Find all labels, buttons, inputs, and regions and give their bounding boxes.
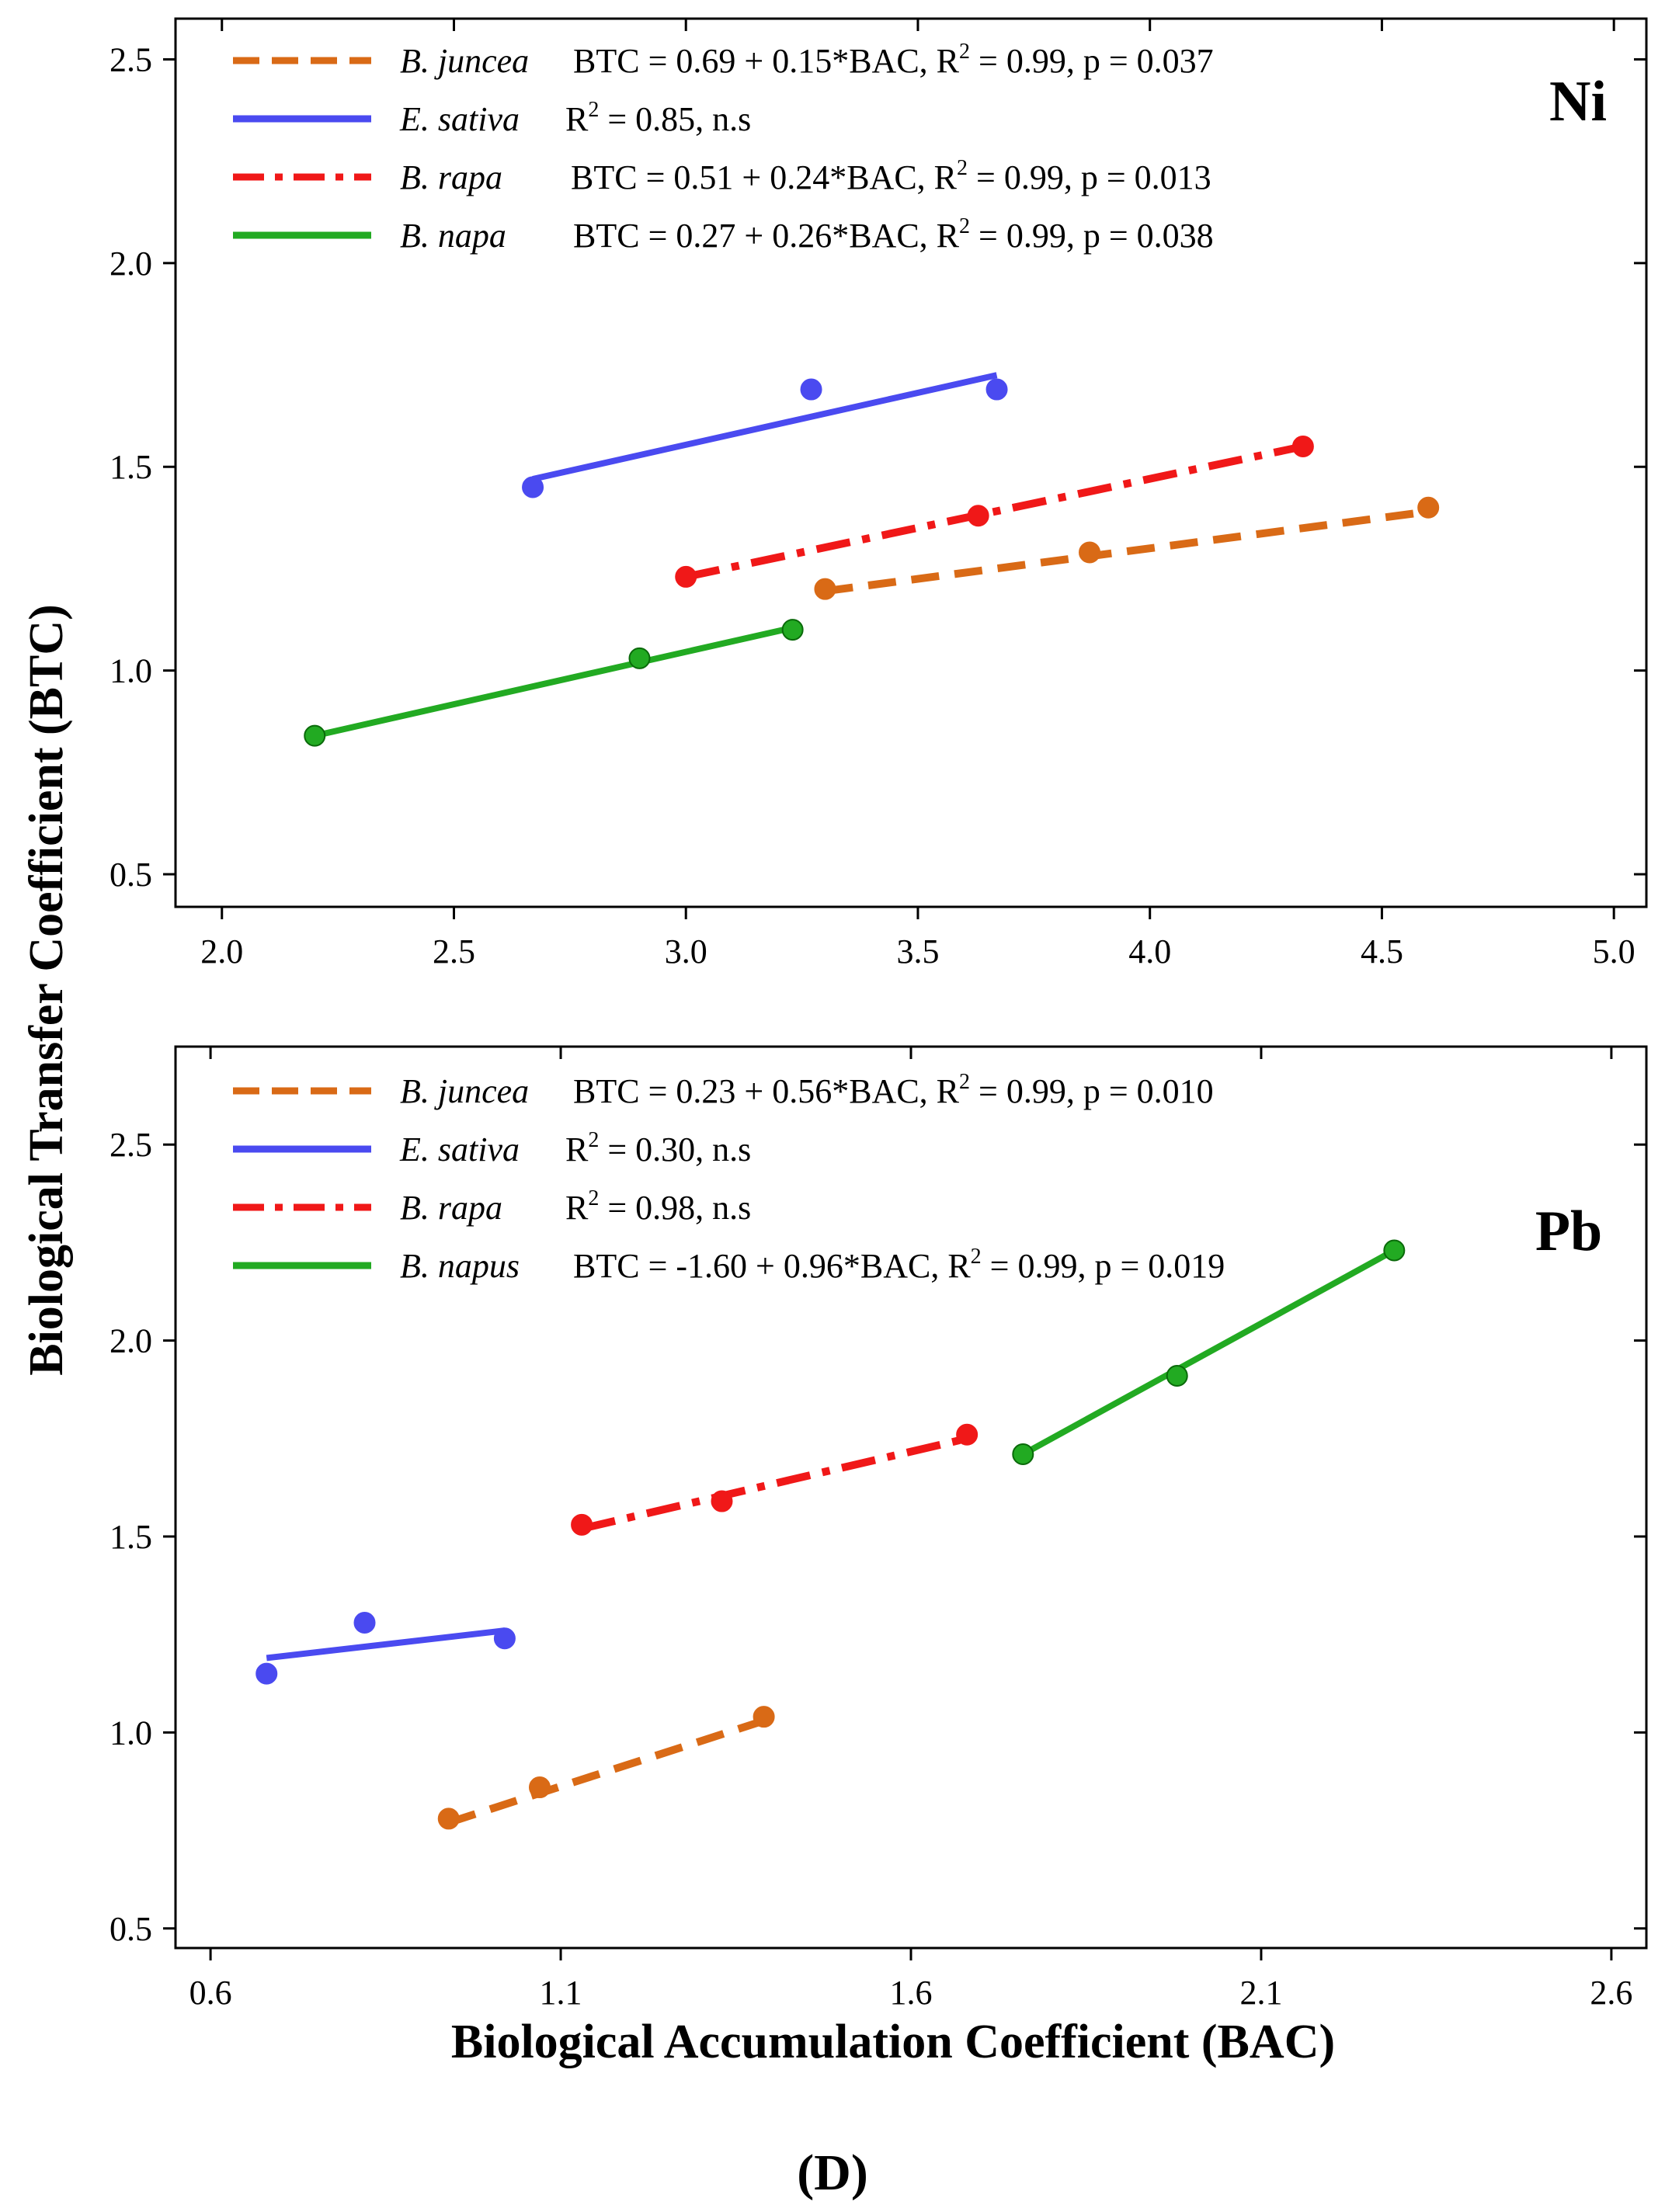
x-axis-title: Biological Accumulation Coefficient (BAC… (451, 2016, 1335, 2068)
legend-equation-napus: BTC = -1.60 + 0.96*BAC, R2 = 0.99, p = 0… (573, 1245, 1225, 1285)
point-rapa (571, 1513, 593, 1536)
point-sativa (800, 378, 822, 401)
point-juncea (753, 1706, 775, 1728)
fit-line-sativa (532, 372, 998, 482)
y-tick-label: 1.0 (109, 1714, 152, 1752)
metal-label: Ni (1549, 70, 1607, 134)
x-tick-label: 4.0 (1128, 932, 1171, 971)
legend-species-rapa: B. rapa (400, 158, 502, 196)
legend-equation-rapa: BTC = 0.51 + 0.24*BAC, R2 = 0.99, p = 0.… (571, 156, 1211, 196)
point-napus (1383, 1239, 1406, 1262)
x-tick-label: 3.5 (896, 932, 939, 971)
point-sativa (985, 378, 1008, 401)
point-juncea (528, 1776, 551, 1799)
point-rapa (1291, 436, 1314, 458)
x-tick-label: 2.6 (1590, 1974, 1632, 2012)
legend-species-napus: B. napus (400, 1247, 520, 1285)
x-tick-label: 1.1 (540, 1974, 582, 2012)
legend-species-rapa: B. rapa (400, 1189, 502, 1227)
x-tick-label: 0.6 (189, 1974, 232, 2012)
point-sativa (255, 1662, 278, 1685)
point-napus (304, 724, 326, 747)
y-tick-label: 0.5 (109, 1910, 152, 1948)
x-tick-label: 3.0 (665, 932, 707, 971)
point-rapa (956, 1423, 979, 1446)
point-sativa (522, 476, 544, 498)
legend-species-sativa: E. sativa (399, 1130, 520, 1169)
legend-equation-napus: BTC = 0.27 + 0.26*BAC, R2 = 0.99, p = 0.… (573, 214, 1214, 255)
y-axis-title: Biological Transfer Coefficient (BTC) (20, 604, 73, 1376)
y-tick-label: 2.5 (109, 40, 152, 78)
x-tick-label: 5.0 (1593, 932, 1636, 971)
x-tick-label: 2.0 (200, 932, 243, 971)
legend-equation-juncea: BTC = 0.23 + 0.56*BAC, R2 = 0.99, p = 0.… (573, 1070, 1214, 1110)
x-tick-label: 2.1 (1239, 1974, 1282, 2012)
point-sativa (493, 1627, 516, 1650)
legend-species-juncea: B. juncea (400, 42, 529, 80)
point-rapa (675, 565, 697, 588)
legend-species-napus: B. napa (400, 217, 506, 255)
point-napus (1012, 1443, 1034, 1465)
y-tick-label: 0.5 (109, 856, 152, 894)
y-tick-label: 1.0 (109, 652, 152, 690)
fit-line-juncea (447, 1717, 766, 1827)
point-juncea (1417, 496, 1440, 519)
plot-frame (174, 17, 1648, 908)
legend-equation-sativa: R2 = 0.30, n.s (565, 1128, 751, 1169)
y-tick-label: 1.5 (109, 448, 152, 486)
fit-line-rapa (580, 1434, 968, 1533)
legend-equation-juncea: BTC = 0.69 + 0.15*BAC, R2 = 0.99, p = 0.… (573, 40, 1214, 80)
legend-species-juncea: B. juncea (400, 1072, 529, 1110)
fit-line-juncea (824, 508, 1429, 596)
point-sativa (353, 1612, 376, 1634)
legend-equation-rapa: R2 = 0.98, n.s (565, 1186, 751, 1227)
fit-line-napus (1021, 1247, 1396, 1457)
point-juncea (1079, 541, 1101, 564)
point-juncea (814, 578, 836, 600)
y-tick-label: 2.0 (109, 1322, 152, 1360)
legend-equation-sativa: R2 = 0.85, n.s (565, 98, 751, 138)
fit-line-napus (314, 624, 794, 739)
legend-species-sativa: E. sativa (399, 100, 520, 138)
y-tick-label: 1.5 (109, 1518, 152, 1556)
y-tick-label: 2.5 (109, 1126, 152, 1164)
x-tick-label: 2.5 (433, 932, 475, 971)
point-napus (1166, 1365, 1188, 1387)
point-juncea (437, 1807, 460, 1830)
panel-label: (D) (797, 2144, 868, 2201)
chart-pb: 0.6 1.1 1.6 2.1 2.6 0.5 1.0 1.5 2.0 2.5 Pb B. junce… (109, 1045, 1648, 2012)
y-tick-label: 2.0 (109, 245, 152, 283)
x-tick-label: 1.6 (890, 1974, 933, 2012)
chart-ni: 2.0 2.5 3.0 3.5 4.0 4.5 5.0 0.5 1.0 1.5 2.0 2.5 Ni B.… (109, 17, 1648, 971)
metal-label: Pb (1535, 1200, 1602, 1263)
point-rapa (967, 505, 989, 527)
x-tick-label: 4.5 (1361, 932, 1403, 971)
point-rapa (711, 1490, 733, 1512)
point-napus (628, 647, 651, 669)
plot-frame (174, 1045, 1648, 1950)
point-napus (781, 619, 804, 641)
fit-line-sativa (266, 1627, 506, 1662)
fit-line-rapa (685, 443, 1304, 581)
